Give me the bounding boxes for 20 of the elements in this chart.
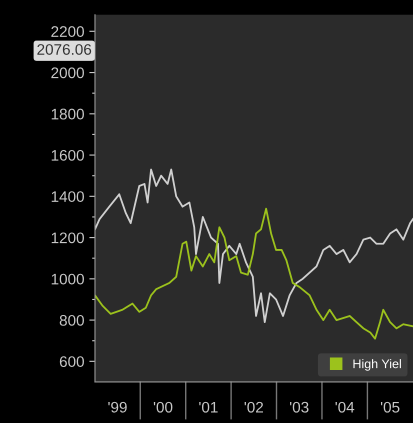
x-tick-label: '03: [290, 402, 308, 413]
line-series: [94, 208, 413, 340]
y-tick-label: 2000: [51, 67, 84, 78]
y-tick-label: 1800: [52, 108, 84, 120]
x-tick-label: '00: [154, 402, 172, 413]
y-tick-label: 1000: [52, 274, 84, 285]
y-tick-label: 1400: [52, 191, 84, 202]
x-tick-label: '01: [199, 402, 218, 413]
y-tick-label: 1600: [52, 150, 84, 161]
y-tick-label: 800: [60, 314, 84, 326]
x-tick-label: '99: [108, 402, 127, 413]
y-tick-label: 600: [60, 356, 84, 368]
y-tick-label: 2200: [51, 26, 84, 37]
text: 2076.06: [37, 44, 92, 55]
x-tick-label: '04: [336, 402, 354, 413]
x-tick-label: '02: [244, 402, 263, 413]
legend-label: High Yiel: [353, 359, 401, 371]
line-series: [94, 168, 413, 324]
x-tick-label: '05: [380, 402, 400, 413]
y-tick-label: 1200: [52, 232, 84, 244]
